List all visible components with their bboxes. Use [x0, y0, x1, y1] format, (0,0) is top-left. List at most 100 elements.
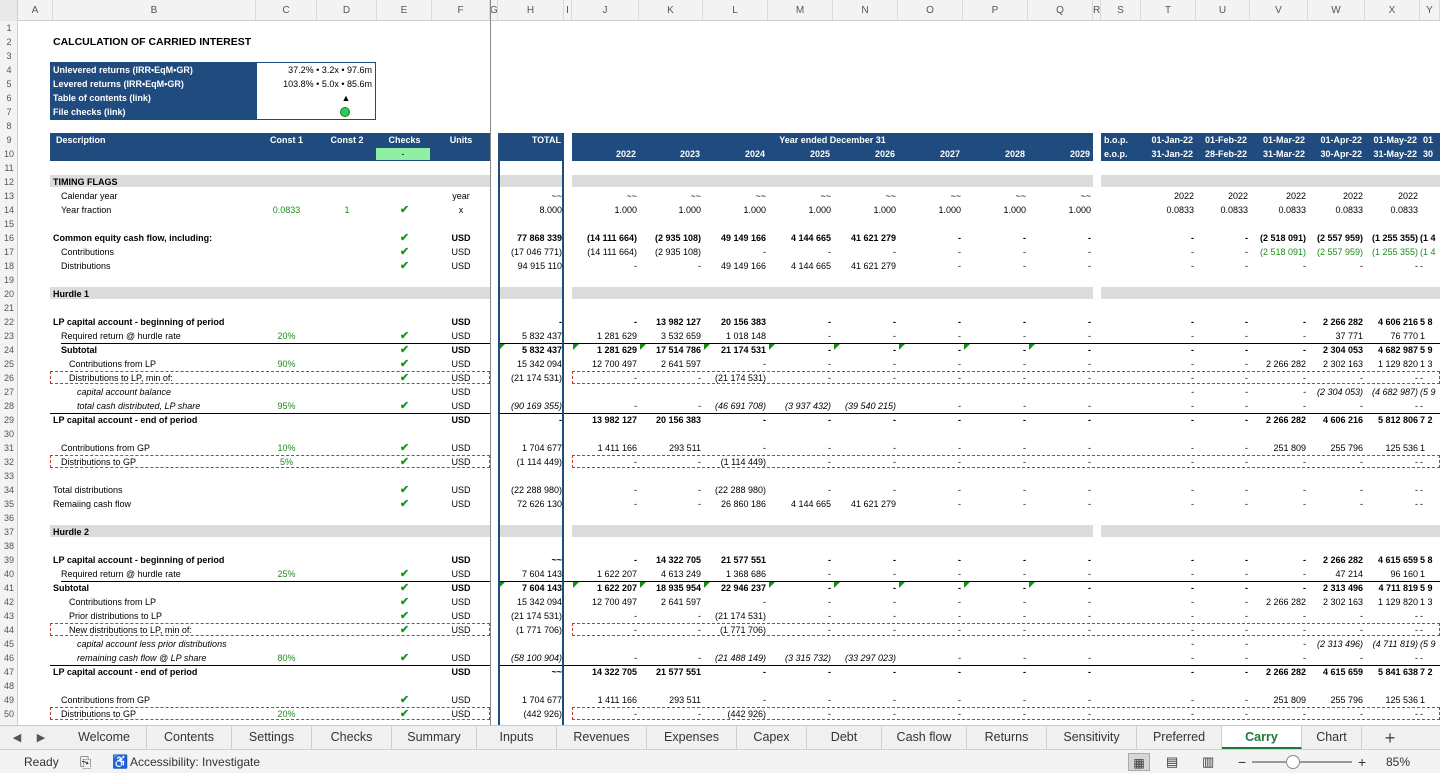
accessibility-status[interactable]: Accessibility: Investigate	[130, 755, 261, 769]
year-value-cell[interactable]: -	[958, 555, 961, 565]
month-value-cell[interactable]: -	[1415, 261, 1418, 271]
year-value-cell[interactable]	[1030, 637, 1091, 651]
month-value-cell[interactable]: -	[1415, 653, 1418, 663]
year-value-cell[interactable]: -	[893, 373, 896, 383]
column-header-a[interactable]: A	[18, 0, 53, 21]
year-value-cell[interactable]: -	[1088, 317, 1091, 327]
tab-revenues[interactable]: Revenues	[557, 726, 647, 749]
total-cell[interactable]: (21 174 531)	[510, 611, 562, 621]
year-value-cell[interactable]: -	[1023, 709, 1026, 719]
year-value-cell[interactable]: (21 174 531)	[714, 373, 766, 383]
total-cell[interactable]: ~~	[551, 667, 562, 677]
row-header[interactable]: 29	[3, 415, 14, 425]
row-label[interactable]: Remaiing cash flow	[53, 499, 132, 509]
month-value-cell[interactable]: -	[1303, 401, 1306, 411]
year-value-cell[interactable]: -	[634, 261, 637, 271]
row-header[interactable]: 24	[3, 345, 14, 355]
year-value-cell[interactable]	[835, 385, 896, 399]
const1-cell[interactable]: 90%	[277, 359, 296, 369]
year-value-cell[interactable]: -	[698, 625, 701, 635]
year-value-cell[interactable]: ~~	[820, 191, 831, 201]
const1-cell[interactable]: 5%	[279, 457, 293, 467]
row-header[interactable]: 3	[6, 51, 12, 61]
month-value-cell[interactable]: 2 266 282	[1265, 667, 1306, 677]
month-value-cell[interactable]: -	[1191, 415, 1194, 425]
year-value-cell[interactable]: -	[698, 401, 701, 411]
total-cell[interactable]: -	[559, 317, 562, 327]
row-header[interactable]: 19	[3, 275, 14, 285]
month-value-cell[interactable]: -	[1415, 457, 1418, 467]
add-sheet-icon[interactable]: +	[1384, 728, 1396, 748]
year-value-cell[interactable]: -	[958, 653, 961, 663]
year-value-cell[interactable]: 1 622 207	[596, 583, 637, 593]
year-value-cell[interactable]: -	[1088, 653, 1091, 663]
year-value-cell[interactable]: -	[1023, 695, 1026, 705]
year-value-cell[interactable]: 22 946 237	[720, 583, 766, 593]
year-value-cell[interactable]: -	[958, 247, 961, 257]
month-value-cell[interactable]: 255 796	[1330, 695, 1363, 705]
month-value-cell[interactable]: -	[1360, 653, 1363, 663]
cell-grid[interactable]: CALCULATION OF CARRIED INTEREST Unlevered…	[18, 21, 1440, 725]
row-label[interactable]: capital account balance	[77, 387, 172, 397]
year-value-cell[interactable]: -	[828, 415, 831, 425]
row-label[interactable]: Prior distributions to LP	[69, 611, 163, 621]
year-value-cell[interactable]: -	[1088, 261, 1091, 271]
year-value-cell[interactable]: -	[958, 667, 961, 677]
year-value-cell[interactable]: ~~	[626, 191, 637, 201]
month-value-cell[interactable]: -	[1191, 611, 1194, 621]
tab-inputs[interactable]: Inputs	[477, 726, 557, 749]
month-value-cell[interactable]: 2 266 282	[1265, 415, 1306, 425]
zoom-slider-track[interactable]	[1252, 761, 1352, 763]
month-value-cell[interactable]: -	[1360, 485, 1363, 495]
month-value-cell[interactable]: -	[1360, 499, 1363, 509]
year-value-cell[interactable]: (14 111 664)	[586, 233, 637, 243]
row-label[interactable]: TIMING FLAGS	[53, 177, 118, 187]
year-value-cell[interactable]: -	[1088, 709, 1091, 719]
year-value-cell[interactable]: 1 018 148	[725, 331, 766, 341]
row-label[interactable]: Contributions from LP	[69, 359, 157, 369]
year-value-cell[interactable]: 17 514 786	[655, 345, 701, 355]
month-value-cell[interactable]: 2022	[1173, 191, 1194, 201]
year-value-cell[interactable]: 1.000	[1003, 205, 1026, 215]
month-value-cell[interactable]: -	[1245, 247, 1248, 257]
year-value-cell[interactable]: ~~	[690, 191, 701, 201]
tab-welcome[interactable]: Welcome	[62, 726, 147, 749]
month-value-cell[interactable]: -	[1191, 569, 1194, 579]
year-value-cell[interactable]: -	[828, 331, 831, 341]
total-cell[interactable]: (21 174 531)	[510, 373, 562, 383]
year-value-cell[interactable]: -	[893, 247, 896, 257]
tab-chart[interactable]: Chart	[1302, 726, 1362, 749]
month-value-cell[interactable]: -	[1360, 373, 1363, 383]
year-value-cell[interactable]: -	[958, 401, 961, 411]
row-header[interactable]: 20	[3, 289, 14, 299]
month-value-cell[interactable]: 2 304 053	[1322, 345, 1363, 355]
row-header[interactable]: 7	[6, 107, 12, 117]
month-value-cell[interactable]: 76 770	[1390, 331, 1418, 341]
month-value-cell[interactable]: -	[1245, 373, 1248, 383]
year-value-cell[interactable]: -	[893, 611, 896, 621]
year-value-cell[interactable]: -	[763, 415, 766, 425]
row-label[interactable]: Required return @ hurdle rate	[61, 569, 181, 579]
summary-label[interactable]: Table of contents (link)	[53, 93, 151, 103]
total-cell[interactable]: 1 704 677	[521, 443, 562, 453]
row-header[interactable]: 28	[3, 401, 14, 411]
column-header-i[interactable]: I	[564, 0, 572, 21]
year-value-cell[interactable]: 1 281 629	[596, 345, 637, 355]
prev-sheet-icon[interactable]: ◀	[12, 732, 22, 744]
row-header[interactable]: 23	[3, 331, 14, 341]
row-header[interactable]: 4	[6, 65, 12, 75]
month-value-cell[interactable]: -	[1191, 359, 1194, 369]
tab-carry[interactable]: Carry	[1222, 726, 1302, 749]
year-value-cell[interactable]: -	[1088, 695, 1091, 705]
total-cell[interactable]: (1 114 449)	[516, 457, 562, 467]
month-value-cell[interactable]: 1 129 820	[1377, 597, 1418, 607]
year-value-cell[interactable]: -	[1088, 555, 1091, 565]
month-value-cell[interactable]: -	[1303, 611, 1306, 621]
year-value-cell[interactable]: 1.000	[873, 205, 896, 215]
row-label[interactable]: capital account less prior distributions	[77, 639, 227, 649]
column-header-p[interactable]: P	[963, 0, 1028, 21]
row-header[interactable]: 15	[3, 219, 14, 229]
row-header[interactable]: 35	[3, 499, 14, 509]
column-header-g[interactable]: G	[490, 0, 498, 21]
month-value-cell[interactable]: -	[1415, 401, 1418, 411]
